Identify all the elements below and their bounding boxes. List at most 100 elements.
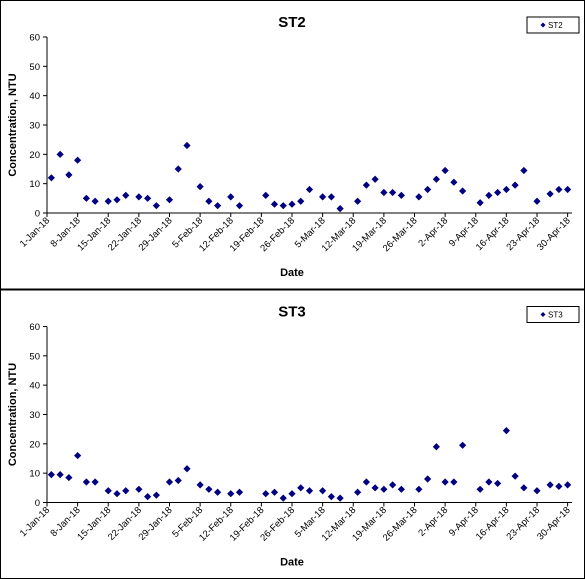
- data-point: [279, 202, 287, 210]
- data-point: [319, 487, 327, 495]
- panel-border: [0, 289, 585, 579]
- data-point: [297, 197, 305, 205]
- data-point: [520, 166, 528, 175]
- data-point: [511, 181, 519, 189]
- y-tick-label: 10: [29, 469, 40, 480]
- y-tick-label: 40: [29, 91, 40, 102]
- data-point: [476, 485, 484, 493]
- data-point: [56, 471, 64, 479]
- data-point: [327, 493, 335, 501]
- data-point: [564, 185, 572, 194]
- data-point: [82, 194, 90, 202]
- data-point: [305, 185, 314, 194]
- data-point: [441, 166, 449, 175]
- panel-border: [0, 0, 585, 290]
- data-point: [354, 197, 362, 205]
- data-point: [546, 481, 554, 489]
- data-point: [371, 484, 379, 492]
- data-point: [397, 485, 405, 493]
- data-point: [235, 488, 244, 496]
- data-point: [415, 193, 423, 201]
- data-point: [227, 193, 235, 201]
- data-point: [113, 490, 121, 498]
- data-point: [205, 485, 213, 493]
- y-tick-label: 40: [29, 381, 40, 392]
- data-point: [65, 171, 73, 179]
- data-point: [354, 488, 362, 496]
- y-tick-label: 0: [35, 498, 40, 509]
- data-point: [279, 494, 287, 502]
- data-point: [227, 490, 235, 498]
- data-point: [214, 202, 222, 210]
- data-point: [533, 197, 541, 205]
- data-point: [91, 478, 99, 486]
- legend: ST3: [526, 306, 580, 323]
- data-point: [415, 485, 423, 493]
- data-point: [380, 188, 388, 197]
- data-point: [362, 181, 370, 189]
- chart-title: ST2: [278, 14, 306, 31]
- data-point: [165, 478, 174, 486]
- y-tick-label: 50: [29, 62, 40, 73]
- data-point: [74, 451, 82, 460]
- legend-marker: [540, 312, 546, 317]
- data-point: [144, 194, 152, 202]
- data-point: [91, 197, 99, 205]
- data-point: [270, 488, 279, 496]
- data-point: [389, 481, 397, 489]
- data-point: [174, 476, 182, 485]
- data-point: [336, 494, 344, 502]
- data-point: [183, 141, 191, 150]
- data-point: [183, 465, 191, 473]
- data-point: [362, 478, 370, 486]
- data-point: [502, 185, 510, 194]
- data-point: [65, 473, 73, 482]
- data-point: [424, 185, 432, 194]
- data-point: [174, 165, 182, 173]
- data-point: [113, 196, 121, 204]
- data-point: [520, 484, 528, 492]
- y-tick-label: 30: [29, 410, 40, 421]
- data-point: [122, 487, 130, 495]
- data-point: [135, 485, 143, 493]
- data-point: [288, 490, 296, 498]
- data-point: [450, 478, 458, 486]
- data-point: [144, 493, 152, 501]
- data-point: [47, 471, 55, 479]
- legend-box: [526, 306, 580, 323]
- y-tick-label: 50: [29, 351, 40, 362]
- y-tick-label: 30: [29, 121, 40, 132]
- data-point: [546, 190, 554, 198]
- x-axis-title: Date: [280, 557, 304, 569]
- data-point: [494, 479, 502, 488]
- data-point: [297, 484, 305, 492]
- y-tick-label: 60: [29, 33, 40, 44]
- data-point: [305, 487, 314, 495]
- x-axis-title: Date: [280, 267, 304, 279]
- data-point: [214, 488, 222, 496]
- data-point: [74, 156, 82, 164]
- data-point: [476, 199, 484, 207]
- data-point: [502, 427, 510, 435]
- data-point: [555, 185, 563, 194]
- chart-title: ST3: [278, 304, 306, 321]
- data-point: [262, 191, 270, 199]
- data-point: [564, 481, 572, 489]
- data-point: [165, 196, 174, 204]
- data-point: [336, 205, 344, 213]
- data-point: [533, 487, 541, 495]
- y-axis-title: Concentration, NTU: [7, 363, 19, 466]
- data-point: [450, 178, 458, 186]
- data-point: [555, 482, 563, 490]
- data-point: [262, 490, 270, 498]
- data-point: [380, 485, 388, 493]
- y-tick-label: 20: [29, 150, 40, 161]
- y-tick-label: 60: [29, 322, 40, 333]
- data-point: [397, 191, 405, 199]
- data-point: [432, 443, 440, 451]
- data-point: [432, 175, 440, 183]
